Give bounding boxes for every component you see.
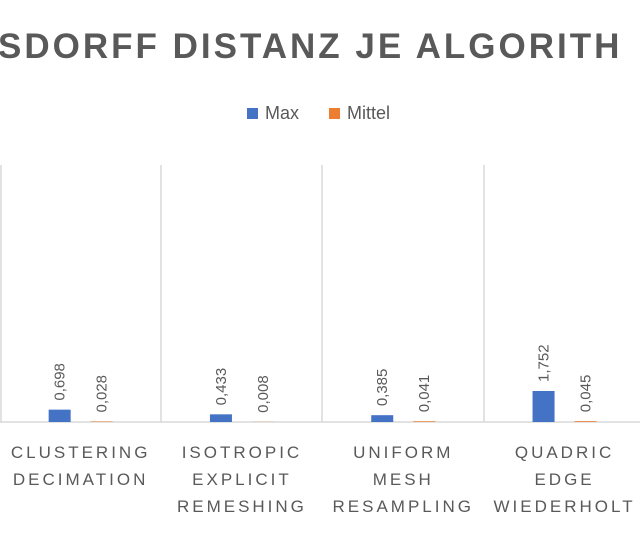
chart-title: SDORFF DISTANZ JE ALGORITH [0, 27, 622, 66]
x-tick-label: ISOTROPIC [182, 443, 303, 462]
value-label: 1,752 [536, 344, 553, 382]
bar [48, 409, 71, 422]
value-label: 0,041 [416, 375, 433, 413]
value-label: 0,008 [255, 375, 272, 413]
value-label: 0,698 [52, 363, 69, 401]
x-tick-label: EDGE [534, 470, 594, 489]
x-tick-label: WIEDERHOLT [494, 497, 636, 516]
bar [532, 390, 555, 422]
legend-swatch [329, 108, 341, 119]
x-tick-label: QUADRIC [515, 443, 614, 462]
x-tick-label: MESH [373, 470, 434, 489]
bar [209, 414, 232, 422]
x-tick-label: UNIFORM [353, 443, 453, 462]
x-tick-label: REMESHING [177, 497, 307, 516]
x-tick-label: DECIMATION [13, 470, 148, 489]
value-label: 0,433 [213, 368, 230, 406]
value-label: 0,028 [94, 375, 111, 413]
x-tick-label: CLUSTERING [11, 443, 151, 462]
bar [574, 421, 597, 422]
value-label: 0,045 [578, 375, 595, 413]
legend-label: Mittel [347, 103, 390, 123]
bar [371, 415, 394, 422]
legend-swatch [247, 108, 258, 119]
x-tick-label: RESAMPLING [333, 497, 474, 516]
bar [413, 421, 436, 422]
value-label: 0,385 [374, 369, 391, 407]
x-tick-label: EXPLICIT [192, 470, 292, 489]
legend-label: Max [265, 103, 299, 123]
